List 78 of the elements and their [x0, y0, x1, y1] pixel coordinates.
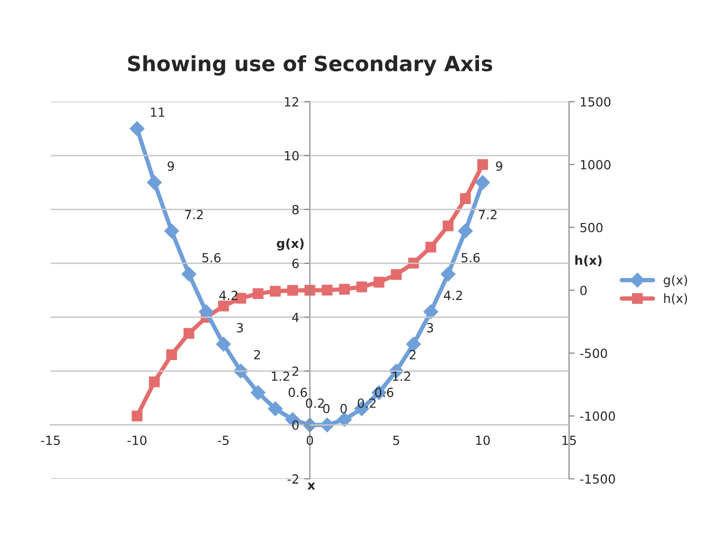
- y-tick-label: 12: [284, 97, 298, 106]
- y2-axis-title: h(x): [575, 255, 602, 266]
- point: [390, 269, 402, 280]
- point: [198, 304, 214, 320]
- point: [216, 336, 231, 352]
- data-label: 11: [150, 108, 164, 117]
- point: [132, 410, 142, 422]
- data-label: 2: [254, 350, 260, 360]
- data-label: 1.2: [272, 372, 290, 381]
- point: [304, 284, 316, 296]
- data-label: 9: [168, 161, 174, 171]
- y2-tick-label: -1000: [580, 411, 615, 421]
- data-label: 5.6: [462, 252, 480, 262]
- y-tick-label: 8: [292, 204, 299, 214]
- y2-tick-label: -1500: [580, 474, 615, 484]
- y-tick-label: 0: [292, 420, 299, 430]
- data-label: 5.6: [202, 252, 221, 262]
- legend-label: h(x): [664, 293, 688, 305]
- y-tick-label: 2: [292, 366, 298, 376]
- data-label: 7.2: [185, 210, 203, 220]
- point: [339, 284, 350, 295]
- point: [148, 376, 160, 388]
- point: [475, 175, 490, 190]
- data-label: 3: [427, 323, 433, 332]
- legend-label: g(x): [664, 275, 688, 288]
- y-tick-label: -2: [288, 474, 298, 484]
- data-label: 9: [496, 161, 502, 171]
- x-axis-title: x: [307, 482, 316, 490]
- data-label: 7.2: [478, 210, 497, 220]
- y2-tick-label: 1000: [580, 160, 610, 170]
- point: [423, 304, 438, 320]
- point: [268, 401, 283, 416]
- point: [440, 266, 456, 282]
- point: [252, 288, 264, 300]
- point: [477, 159, 488, 170]
- data-label: 4.2: [444, 290, 462, 300]
- point: [460, 193, 471, 204]
- point: [322, 284, 333, 296]
- point: [406, 336, 421, 352]
- y2-tick-label: 0: [580, 286, 587, 296]
- point: [166, 349, 178, 360]
- point: [287, 284, 298, 296]
- x-tick-label: -5: [218, 436, 229, 446]
- point: [425, 242, 436, 252]
- data-label: 0: [323, 404, 330, 414]
- y-tick-label: 6: [292, 258, 299, 268]
- x-tick-label: 0: [306, 436, 314, 446]
- y2-tick-label: 500: [580, 222, 603, 232]
- y-tick-label: 4: [292, 312, 299, 322]
- point: [374, 276, 384, 288]
- x-tick-label: -15: [41, 436, 60, 446]
- data-label: 3: [236, 323, 243, 332]
- point: [458, 224, 473, 238]
- x-tick-label: -10: [127, 436, 146, 446]
- point: [442, 220, 454, 232]
- point: [270, 286, 281, 297]
- point: [184, 328, 194, 339]
- x-tick-label: 5: [393, 436, 400, 446]
- y-axis-title: g(x): [276, 238, 304, 251]
- point: [356, 281, 368, 292]
- data-label: 0.2: [306, 398, 324, 408]
- x-tick-label: 10: [476, 436, 490, 446]
- point: [218, 300, 229, 312]
- chart-title: Showing use of Secondary Axis: [128, 55, 492, 76]
- y2-tick-label: 1500: [580, 97, 610, 107]
- y2-tick-label: -500: [580, 348, 608, 358]
- x-tick-label: 15: [562, 436, 576, 446]
- point: [146, 175, 162, 190]
- point: [337, 412, 352, 427]
- data-label: 2: [410, 350, 416, 360]
- point: [164, 224, 180, 238]
- point: [130, 121, 144, 136]
- y-tick-label: 10: [284, 151, 299, 160]
- data-label: 0: [340, 404, 347, 414]
- point: [182, 266, 196, 282]
- data-label: 0.6: [288, 388, 307, 398]
- point: [250, 385, 266, 400]
- point: [408, 258, 419, 268]
